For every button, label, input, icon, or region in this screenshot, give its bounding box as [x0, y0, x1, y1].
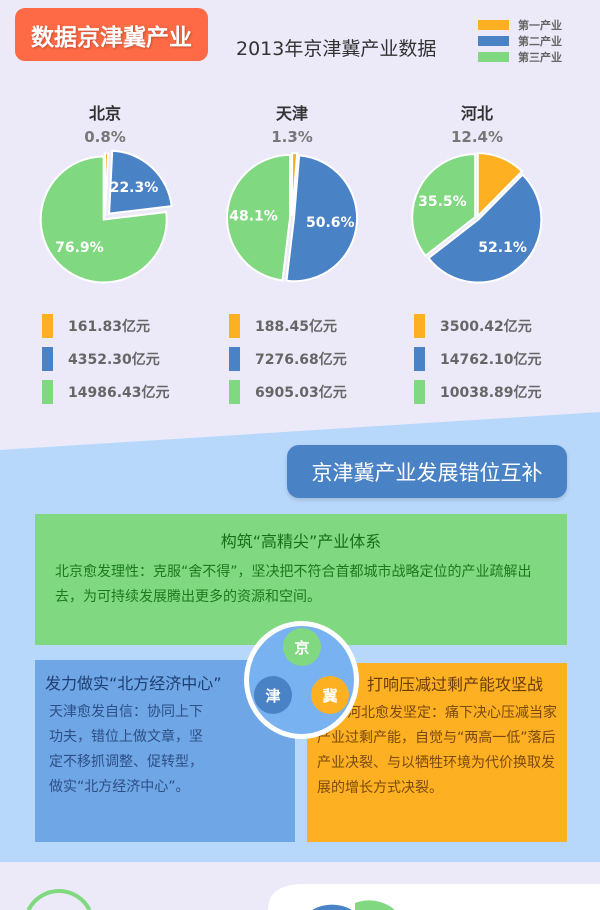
pie-title: 天津 — [275, 104, 308, 123]
color-marker — [229, 379, 240, 404]
legend: 第一产业 第二产业 第三产业 — [478, 17, 562, 65]
jing-dot: 京 — [283, 628, 321, 666]
value-text: 7276.68亿元 — [255, 351, 347, 368]
pie-slice — [411, 153, 477, 258]
hebei-title: 打响压减过剩产能攻坚战 — [367, 675, 544, 694]
value-row: 188.45亿元 — [229, 313, 337, 338]
tianjin-title: 发力做实“北方经济中心” — [45, 674, 222, 693]
color-marker — [414, 346, 425, 371]
legend-item: 第二产业 — [478, 33, 562, 49]
pie-label-primary: 0.8% — [84, 128, 126, 146]
value-row: 6905.03亿元 — [229, 379, 347, 404]
pie-slice — [108, 149, 173, 215]
chart-title: 2013年京津冀产业数据 — [236, 38, 437, 60]
value-row: 3500.42亿元 — [414, 313, 532, 338]
pie-chart: 22.3% 76.9% — [39, 149, 173, 284]
pie-title: 河北 — [460, 104, 493, 123]
color-marker — [42, 379, 53, 404]
value-text: 10038.89亿元 — [440, 384, 542, 401]
value-row: 14986.43亿元 — [42, 379, 170, 404]
pie-chart: 50.6% 48.1% — [226, 151, 358, 283]
pie-slice-label: 52.1% — [478, 240, 527, 256]
section-title: 京津冀产业发展错位互补 — [287, 445, 567, 498]
beijing-title: 构筑“高精尖”产业体系 — [220, 532, 382, 551]
value-row: 4352.30亿元 — [42, 346, 160, 371]
beijing-text: 北京愈发理性：克服“舍不得”，坚决把不符合首都城市战略定位的产业疏解出去，为可持… — [55, 564, 532, 605]
value-text: 6905.03亿元 — [255, 384, 347, 401]
pie-slice-label: 22.3% — [110, 180, 159, 196]
pie-slice-label: 48.1% — [229, 209, 278, 225]
value-text: 14762.10亿元 — [440, 351, 542, 368]
value-row: 7276.68亿元 — [229, 346, 347, 371]
tianjin-text: 天津愈发自信：协同上下功夫，错位上做文章，坚定不移抓调整、促转型，做实“北方经济… — [49, 704, 203, 795]
region-hub: 京 津 冀 — [244, 621, 359, 739]
color-marker — [414, 313, 425, 338]
value-text: 161.83亿元 — [68, 318, 151, 335]
legend-item: 第三产业 — [478, 49, 562, 65]
pie-slice — [291, 151, 299, 217]
value-row: 10038.89亿元 — [414, 379, 542, 404]
color-marker — [414, 379, 425, 404]
hebei-text: 河北愈发坚定：痛下决心压减当家产业过剩产能，自觉与“两高一低”落后产业决裂、与以… — [317, 705, 557, 796]
pie-slice-label: 35.5% — [418, 194, 467, 210]
value-text: 188.45亿元 — [255, 318, 338, 335]
color-marker — [229, 313, 240, 338]
legend-item: 第一产业 — [478, 17, 562, 33]
pie-label-primary: 1.3% — [271, 128, 313, 146]
pie-slice — [104, 151, 110, 217]
pie-slice — [476, 152, 524, 219]
color-marker — [42, 313, 53, 338]
pie-title: 北京 — [88, 104, 121, 123]
jin-dot: 津 — [254, 676, 292, 714]
pie-slice-label: 76.9% — [55, 240, 104, 256]
ji-dot: 冀 — [311, 676, 349, 714]
pie-slice — [285, 154, 358, 283]
pie-slice — [226, 153, 292, 282]
pie-slice-label: 50.6% — [306, 215, 355, 231]
value-row: 161.83亿元 — [42, 313, 150, 338]
pie-slice — [39, 155, 168, 284]
pie-slice — [427, 173, 543, 284]
section-badge: 数据京津冀产业 — [15, 8, 208, 61]
value-text: 4352.30亿元 — [68, 351, 160, 368]
value-text: 14986.43亿元 — [68, 384, 170, 401]
color-marker — [229, 346, 240, 371]
pie-label-primary: 12.4% — [450, 128, 504, 146]
color-marker — [42, 346, 53, 371]
value-row: 14762.10亿元 — [414, 346, 542, 371]
value-text: 3500.42亿元 — [440, 318, 532, 335]
pie-chart: 52.1% 35.5% — [411, 152, 543, 284]
